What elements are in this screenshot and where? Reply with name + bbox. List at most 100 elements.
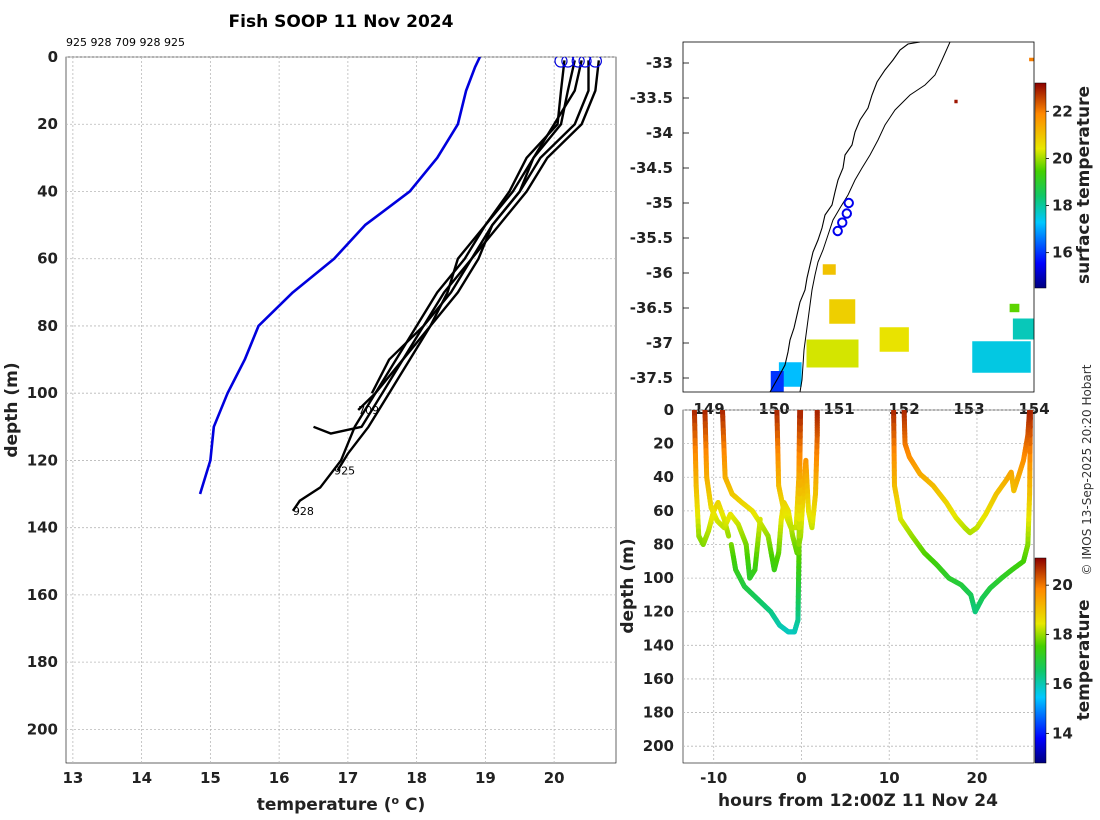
time-depth-ytick-label: 200 xyxy=(643,737,674,755)
coastline xyxy=(769,42,921,392)
temperature-colorbar-tick-label: 14 xyxy=(1052,724,1073,742)
profile-ytick-label: 20 xyxy=(37,115,58,133)
time-depth-ytick-label: 40 xyxy=(653,468,674,486)
map-ytick-label: -37.5 xyxy=(630,369,673,387)
cast-id-label: 709 xyxy=(358,404,379,417)
sst-patch xyxy=(1012,318,1034,340)
surface-marker xyxy=(554,57,568,68)
map-xtick-label: 149 xyxy=(693,400,724,418)
map-ticks: -33 -33.5 -34 -34.5 -35 -35.5 -36 -36.5 -37 -37.5… xyxy=(630,54,1050,418)
map-coast xyxy=(769,42,951,392)
profile-xtick-label: 18 xyxy=(406,769,427,787)
time-depth-xlabel: hours from 12:00Z 11 Nov 24 xyxy=(718,791,998,811)
sst-patch xyxy=(778,362,802,387)
map-background xyxy=(683,42,1034,392)
cast-profile-line xyxy=(291,60,583,512)
time-depth-ytick-label: 140 xyxy=(643,636,674,654)
time-depth-ylabel: depth (m) xyxy=(618,538,638,633)
temperature-colorbar-tick-label: 18 xyxy=(1052,626,1073,644)
time-depth-tracks xyxy=(691,410,1033,635)
sst-colorbar-tick-label: 16 xyxy=(1052,244,1073,262)
sst-colorbar-ticks: 16 18 20 22 xyxy=(1046,102,1073,262)
profile-xtick-label: 17 xyxy=(337,769,358,787)
map-xtick-label: 151 xyxy=(823,400,854,418)
map-ytick-label: -33.5 xyxy=(630,89,673,107)
profile-xtick-label: 16 xyxy=(269,769,290,787)
sst-patch xyxy=(770,371,784,392)
map-ytick-label: -37 xyxy=(646,334,673,352)
map-cast-marker xyxy=(837,217,848,228)
time-depth-track xyxy=(901,410,1033,536)
profile-grid xyxy=(66,56,616,763)
profile-ytick-label: 140 xyxy=(27,519,58,537)
profile-ytick-label: 160 xyxy=(27,586,58,604)
time-depth-ytick-label: 100 xyxy=(643,569,674,587)
sst-colorbar-label: surface temperature xyxy=(1074,86,1094,284)
temperature-colorbar-label: temperature xyxy=(1074,599,1094,720)
credit-text: © IMOS 13-Sep-2025 20:20 Hobart xyxy=(1080,364,1094,575)
surface-marker xyxy=(561,57,575,68)
sst-patch xyxy=(822,264,836,275)
profile-ytick-label: 0 xyxy=(48,48,58,66)
profile-xtick-label: 14 xyxy=(131,769,152,787)
sst-patch xyxy=(954,99,958,104)
map-xtick-label: 154 xyxy=(1018,400,1049,418)
shelf-edge-contour xyxy=(799,42,951,392)
surface-marker xyxy=(571,57,585,68)
map-ytick-label: -36 xyxy=(646,264,673,282)
map-xtick-label: 150 xyxy=(758,400,789,418)
profile-xlabel: temperature (o C) xyxy=(257,794,426,815)
time-depth-track xyxy=(728,410,804,635)
profile-xtick-label: 20 xyxy=(544,769,565,787)
map-cast-markers xyxy=(832,197,854,237)
profile-panel: Fish SOOP 11 Nov 2024 925 928 709 928 92… xyxy=(2,12,617,815)
sst-patch xyxy=(806,339,859,368)
cast-id-label: 928 xyxy=(293,505,314,518)
sst-patch xyxy=(972,341,1031,373)
time-depth-track xyxy=(702,410,763,581)
profile-xtick-label: 13 xyxy=(62,769,83,787)
profile-ytick-label: 180 xyxy=(27,653,58,671)
profile-ticks: 13 14 15 16 17 18 19 20020406080100120140160180… xyxy=(27,48,565,787)
temperature-colorbar xyxy=(1034,557,1047,764)
profile-ytick-label: 60 xyxy=(37,250,58,268)
profile-ylabel: depth (m) xyxy=(2,362,22,457)
profile-axes-box xyxy=(65,56,617,764)
time-depth-xtick-label: 0 xyxy=(796,769,806,787)
profile-xtick-label: 15 xyxy=(200,769,221,787)
map-ytick-label: -34 xyxy=(646,124,673,142)
profile-xtick-label: 19 xyxy=(475,769,496,787)
map-ytick-label: -35.5 xyxy=(630,229,673,247)
map-cast-marker xyxy=(843,197,854,209)
time-depth-ytick-label: 120 xyxy=(643,603,674,621)
sst-colorbar-tick-label: 20 xyxy=(1052,149,1073,167)
profile-ytick-label: 80 xyxy=(37,317,58,335)
sst-patch xyxy=(879,327,909,352)
time-depth-xtick-label: 10 xyxy=(879,769,900,787)
time-depth-xtick-label: 20 xyxy=(967,769,988,787)
map-cast-marker xyxy=(832,225,843,237)
time-depth-ytick-label: 0 xyxy=(664,401,674,419)
map-ytick-label: -36.5 xyxy=(630,299,673,317)
profile-ytick-label: 100 xyxy=(27,384,58,402)
time-depth-ytick-label: 80 xyxy=(653,535,674,553)
time-depth-ytick-label: 180 xyxy=(643,704,674,722)
map-panel: -33 -33.5 -34 -34.5 -35 -35.5 -36 -36.5 -37 -37.5… xyxy=(630,41,1094,418)
map-sst-patches xyxy=(770,57,1034,392)
temperature-colorbar-ticks: 14 16 18 20 xyxy=(1046,576,1073,742)
cast-profile-line xyxy=(336,60,566,472)
surface-marker xyxy=(588,57,602,68)
sst-patch xyxy=(1029,57,1034,62)
time-depth-track xyxy=(891,410,1033,615)
time-depth-track xyxy=(719,410,820,573)
cast-profile-line xyxy=(370,60,576,394)
profile-ytick-label: 120 xyxy=(27,451,58,469)
cast-profile-line xyxy=(313,60,601,435)
map-ytick-label: -35 xyxy=(646,194,673,212)
map-xtick-label: 153 xyxy=(953,400,984,418)
time-depth-xtick-label: -10 xyxy=(700,769,727,787)
cast-id-label: 925 xyxy=(334,465,355,478)
